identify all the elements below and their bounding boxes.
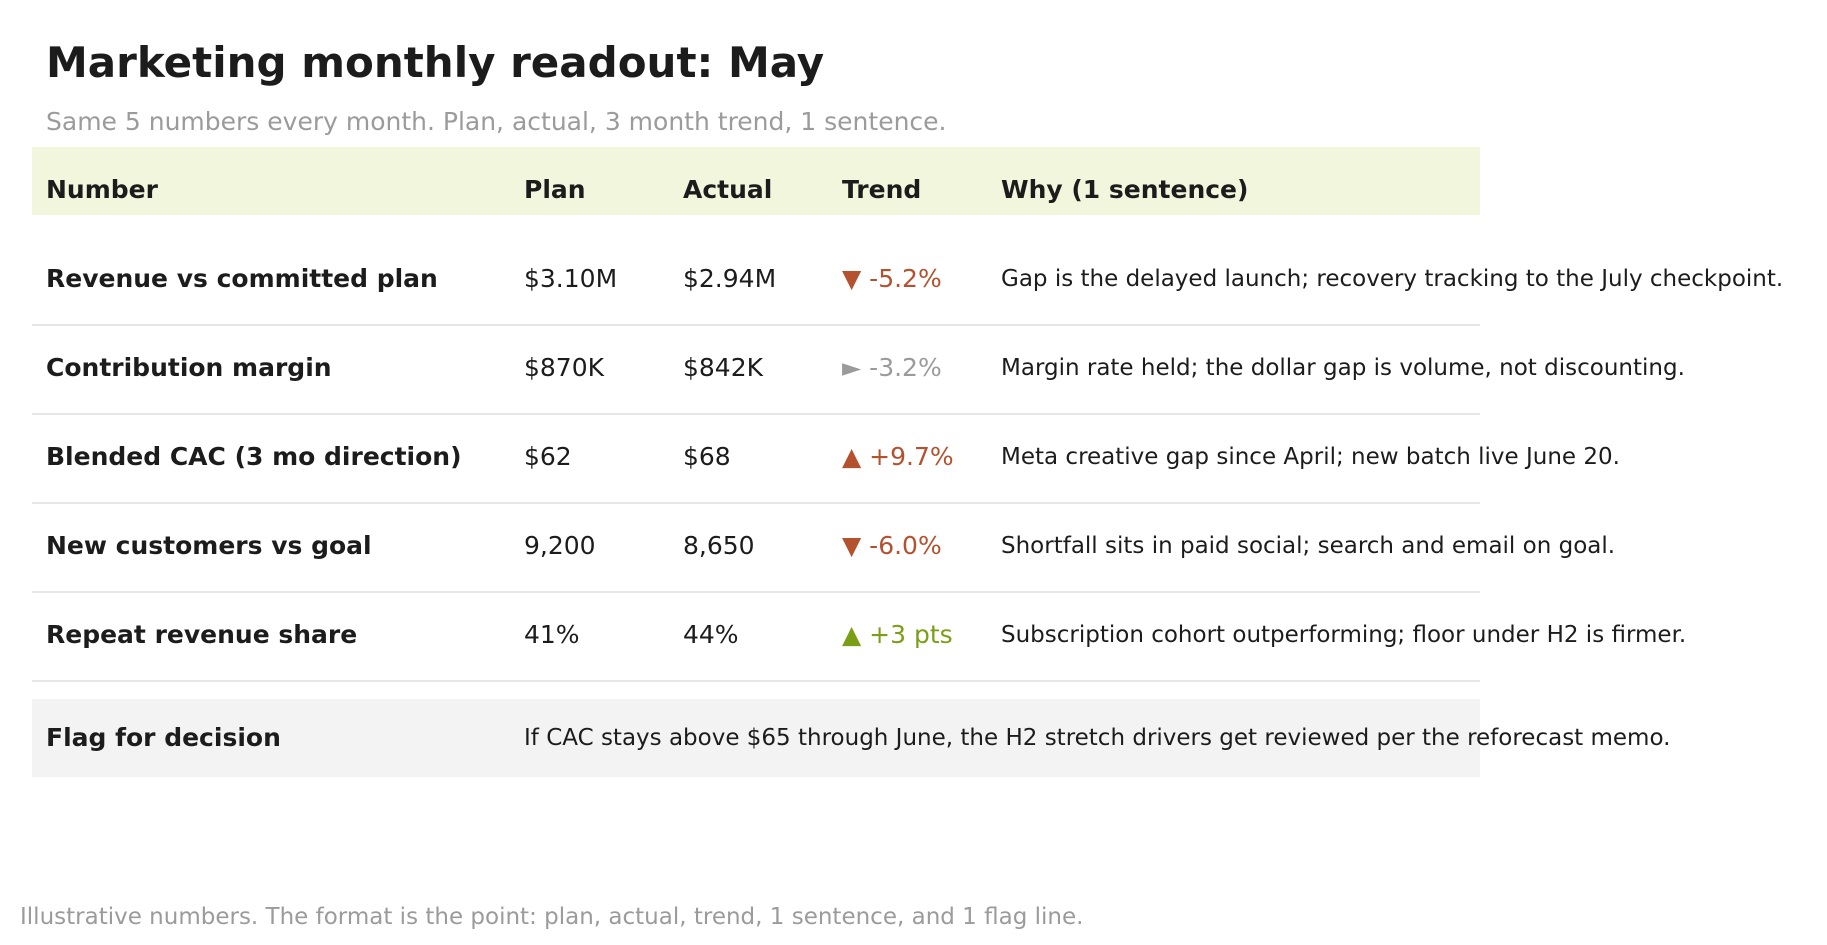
row-actual-value: 8,650: [683, 531, 755, 560]
row-plan-value: $870K: [524, 353, 605, 382]
flag-text: If CAC stays above $65 through June, the…: [524, 725, 1671, 751]
header-number: Number: [46, 175, 158, 204]
header-trend: Trend: [842, 175, 922, 204]
header-plan: Plan: [524, 175, 586, 204]
page-subtitle: Same 5 numbers every month. Plan, actual…: [46, 107, 947, 136]
row-why-text: Gap is the delayed launch; recovery trac…: [1001, 266, 1784, 292]
header-actual: Actual: [683, 175, 773, 204]
flag-for-decision-row: Flag for decision If CAC stays above $65…: [32, 699, 1670, 777]
table-row: Repeat revenue share 41% 44% ▲ +3 pts Su…: [32, 593, 1686, 682]
row-actual-value: $2.94M: [683, 264, 777, 293]
row-trend-value: ► -3.2%: [842, 353, 942, 382]
table-row: Contribution margin $870K $842K ► -3.2% …: [32, 326, 1685, 415]
row-plan-value: $3.10M: [524, 264, 618, 293]
table-body: Revenue vs committed plan $3.10M $2.94M …: [32, 237, 1783, 682]
row-number-label: Blended CAC (3 mo direction): [46, 442, 462, 471]
row-plan-value: 9,200: [524, 531, 596, 560]
row-number-label: New customers vs goal: [46, 531, 372, 560]
readout-table: Number Plan Actual Trend Why (1 sentence…: [32, 147, 1783, 777]
table-row: Revenue vs committed plan $3.10M $2.94M …: [32, 237, 1783, 326]
row-trend-value: ▼ -5.2%: [842, 264, 942, 293]
row-plan-value: $62: [524, 442, 572, 471]
row-actual-value: $68: [683, 442, 731, 471]
row-plan-value: 41%: [524, 620, 580, 649]
row-why-text: Subscription cohort outperforming; floor…: [1001, 622, 1687, 648]
row-why-text: Shortfall sits in paid social; search an…: [1001, 533, 1616, 559]
table-row: New customers vs goal 9,200 8,650 ▼ -6.0…: [32, 504, 1615, 593]
row-why-text: Meta creative gap since April; new batch…: [1001, 444, 1620, 470]
row-actual-value: $842K: [683, 353, 764, 382]
table-row: Blended CAC (3 mo direction) $62 $68 ▲ +…: [32, 415, 1620, 504]
page-title: Marketing monthly readout: May: [46, 38, 825, 87]
header-why: Why (1 sentence): [1001, 175, 1249, 204]
row-number-label: Contribution margin: [46, 353, 332, 382]
table-header-row: Number Plan Actual Trend Why (1 sentence…: [32, 147, 1480, 215]
row-trend-value: ▼ -6.0%: [842, 531, 942, 560]
row-trend-value: ▲ +9.7%: [842, 442, 954, 471]
row-trend-value: ▲ +3 pts: [842, 620, 953, 649]
row-number-label: Revenue vs committed plan: [46, 264, 438, 293]
row-actual-value: 44%: [683, 620, 739, 649]
footnote: Illustrative numbers. The format is the …: [20, 904, 1084, 930]
row-number-label: Repeat revenue share: [46, 620, 358, 649]
row-why-text: Margin rate held; the dollar gap is volu…: [1001, 355, 1685, 381]
flag-label: Flag for decision: [46, 723, 281, 752]
